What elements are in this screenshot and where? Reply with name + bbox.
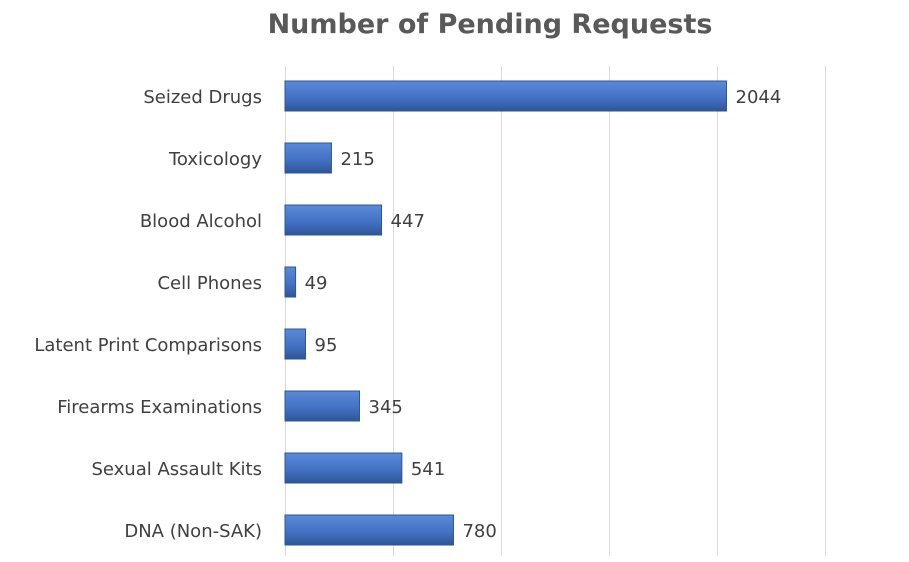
data-label: 95	[315, 335, 338, 356]
category-label: Firearms Examinations	[57, 397, 262, 418]
bar	[284, 514, 454, 546]
bar	[284, 142, 332, 174]
data-label: 780	[462, 521, 496, 542]
category-label: Sexual Assault Kits	[91, 459, 262, 480]
category-label: Cell Phones	[157, 273, 262, 294]
bar	[284, 80, 728, 112]
category-label: Blood Alcohol	[140, 211, 262, 232]
category-label: Latent Print Comparisons	[34, 335, 262, 356]
category-label: Seized Drugs	[143, 87, 262, 108]
bar	[284, 328, 307, 360]
chart-title: Number of Pending Requests	[268, 9, 713, 40]
bar	[284, 266, 297, 298]
category-label: Toxicology	[168, 149, 262, 170]
category-label: DNA (Non-SAK)	[124, 521, 262, 542]
data-label: 215	[340, 149, 374, 170]
category-labels: Seized Drugs Toxicology Blood Alcohol Cell …	[34, 87, 262, 542]
data-label: 2044	[736, 87, 782, 108]
data-label: 345	[369, 397, 403, 418]
data-label: 541	[411, 459, 445, 480]
data-label: 49	[305, 273, 328, 294]
bar	[284, 390, 361, 422]
data-label: 447	[391, 211, 425, 232]
bars	[284, 80, 728, 546]
bar	[284, 204, 383, 236]
data-labels: 2044 215 447 49 95 345 541 780	[305, 87, 782, 542]
bar	[284, 452, 403, 484]
